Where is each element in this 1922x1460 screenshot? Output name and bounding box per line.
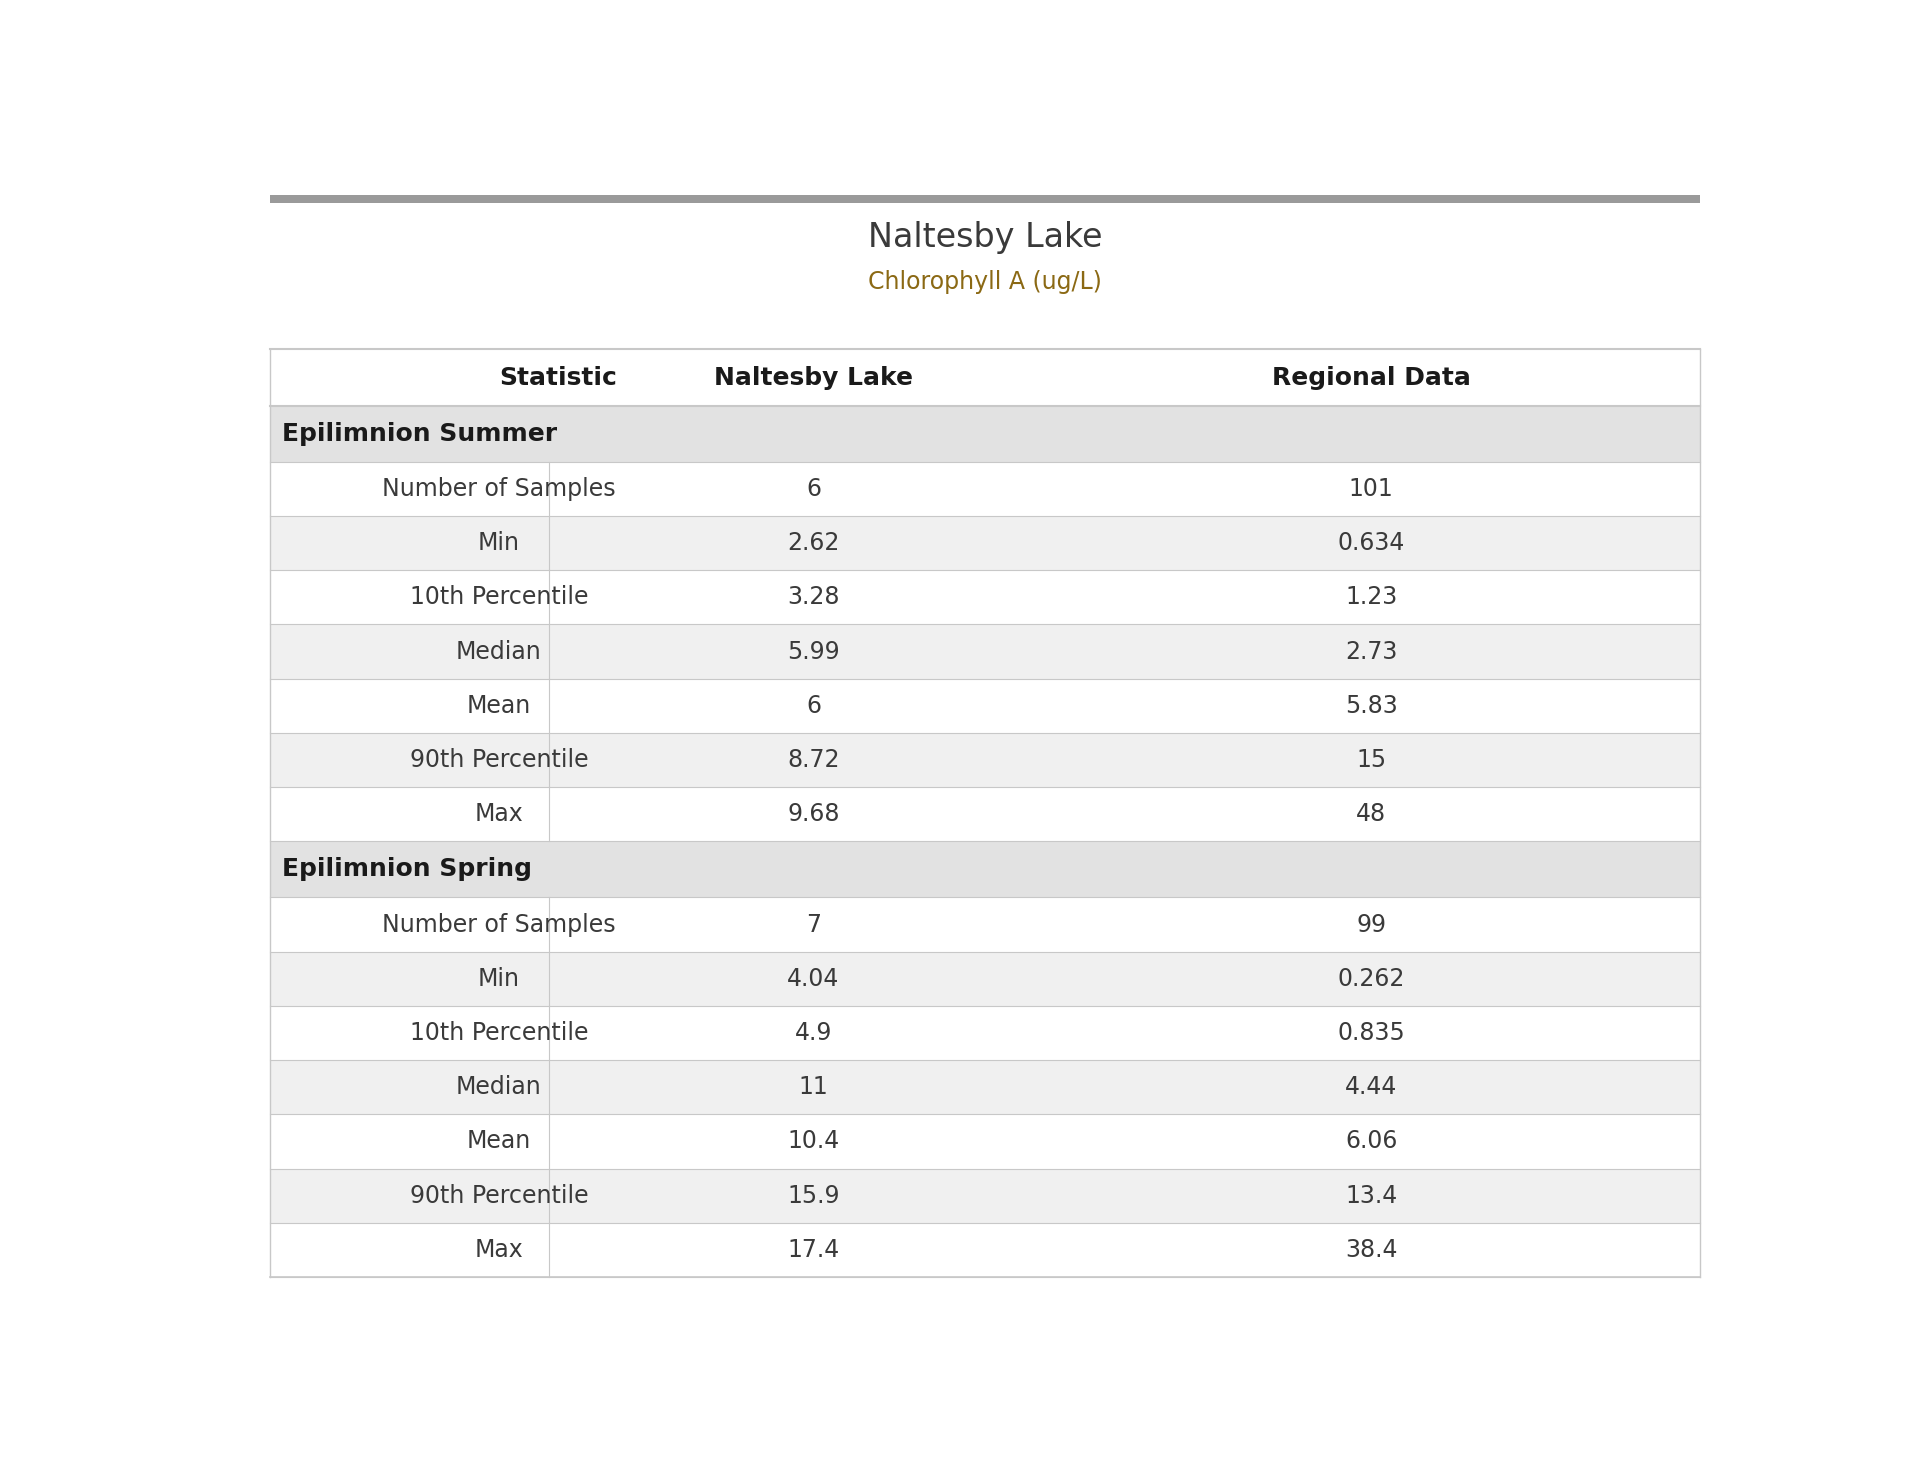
- Text: Median: Median: [456, 1075, 542, 1099]
- Text: 5.83: 5.83: [1345, 694, 1397, 718]
- Text: 13.4: 13.4: [1345, 1184, 1397, 1207]
- Bar: [269, 733, 1699, 787]
- Text: 2.62: 2.62: [788, 531, 840, 555]
- Text: 17.4: 17.4: [788, 1238, 840, 1261]
- Bar: [269, 196, 1699, 203]
- Text: Min: Min: [479, 967, 519, 991]
- Text: Number of Samples: Number of Samples: [382, 912, 615, 937]
- Text: Statistic: Statistic: [500, 365, 617, 390]
- Bar: [269, 625, 1699, 679]
- Text: 7: 7: [805, 912, 821, 937]
- Text: 10th Percentile: 10th Percentile: [409, 1021, 588, 1045]
- Text: 2.73: 2.73: [1345, 639, 1397, 664]
- Text: 90th Percentile: 90th Percentile: [409, 748, 588, 772]
- Text: 0.262: 0.262: [1338, 967, 1405, 991]
- Text: Regional Data: Regional Data: [1272, 365, 1470, 390]
- Text: 9.68: 9.68: [788, 802, 840, 826]
- Bar: [269, 898, 1699, 952]
- Text: 6: 6: [805, 694, 821, 718]
- Text: 4.04: 4.04: [788, 967, 840, 991]
- Text: Max: Max: [475, 1238, 523, 1261]
- Text: 90th Percentile: 90th Percentile: [409, 1184, 588, 1207]
- Text: 1.23: 1.23: [1345, 585, 1397, 609]
- Text: Mean: Mean: [467, 694, 530, 718]
- Bar: [269, 571, 1699, 625]
- Text: Mean: Mean: [467, 1130, 530, 1153]
- Text: Min: Min: [479, 531, 519, 555]
- Bar: [269, 406, 1699, 461]
- Bar: [269, 349, 1699, 406]
- Text: 4.44: 4.44: [1345, 1075, 1397, 1099]
- Text: Chlorophyll A (ug/L): Chlorophyll A (ug/L): [869, 270, 1101, 293]
- Bar: [269, 679, 1699, 733]
- Bar: [269, 787, 1699, 841]
- Text: Naltesby Lake: Naltesby Lake: [713, 365, 913, 390]
- Text: 38.4: 38.4: [1345, 1238, 1397, 1261]
- Text: 4.9: 4.9: [794, 1021, 832, 1045]
- Bar: [269, 1222, 1699, 1278]
- Bar: [269, 1006, 1699, 1060]
- Bar: [269, 1060, 1699, 1114]
- Text: 101: 101: [1349, 477, 1393, 501]
- Text: 8.72: 8.72: [788, 748, 840, 772]
- Text: 5.99: 5.99: [788, 639, 840, 664]
- Bar: [269, 1114, 1699, 1168]
- Text: Number of Samples: Number of Samples: [382, 477, 615, 501]
- Text: Naltesby Lake: Naltesby Lake: [867, 220, 1103, 254]
- Text: 0.634: 0.634: [1338, 531, 1405, 555]
- Text: 10.4: 10.4: [788, 1130, 840, 1153]
- Text: 10th Percentile: 10th Percentile: [409, 585, 588, 609]
- Bar: [269, 461, 1699, 515]
- Text: 99: 99: [1357, 912, 1386, 937]
- Text: Epilimnion Spring: Epilimnion Spring: [283, 857, 532, 882]
- Text: 15: 15: [1357, 748, 1386, 772]
- Text: 15.9: 15.9: [788, 1184, 840, 1207]
- Text: 3.28: 3.28: [788, 585, 840, 609]
- Text: 11: 11: [798, 1075, 828, 1099]
- Bar: [269, 515, 1699, 571]
- Bar: [269, 952, 1699, 1006]
- Text: 6.06: 6.06: [1345, 1130, 1397, 1153]
- Bar: [269, 1168, 1699, 1222]
- Text: Max: Max: [475, 802, 523, 826]
- Text: Epilimnion Summer: Epilimnion Summer: [283, 422, 557, 445]
- Bar: [269, 841, 1699, 898]
- Text: 6: 6: [805, 477, 821, 501]
- Text: 48: 48: [1357, 802, 1386, 826]
- Text: Median: Median: [456, 639, 542, 664]
- Text: 0.835: 0.835: [1338, 1021, 1405, 1045]
